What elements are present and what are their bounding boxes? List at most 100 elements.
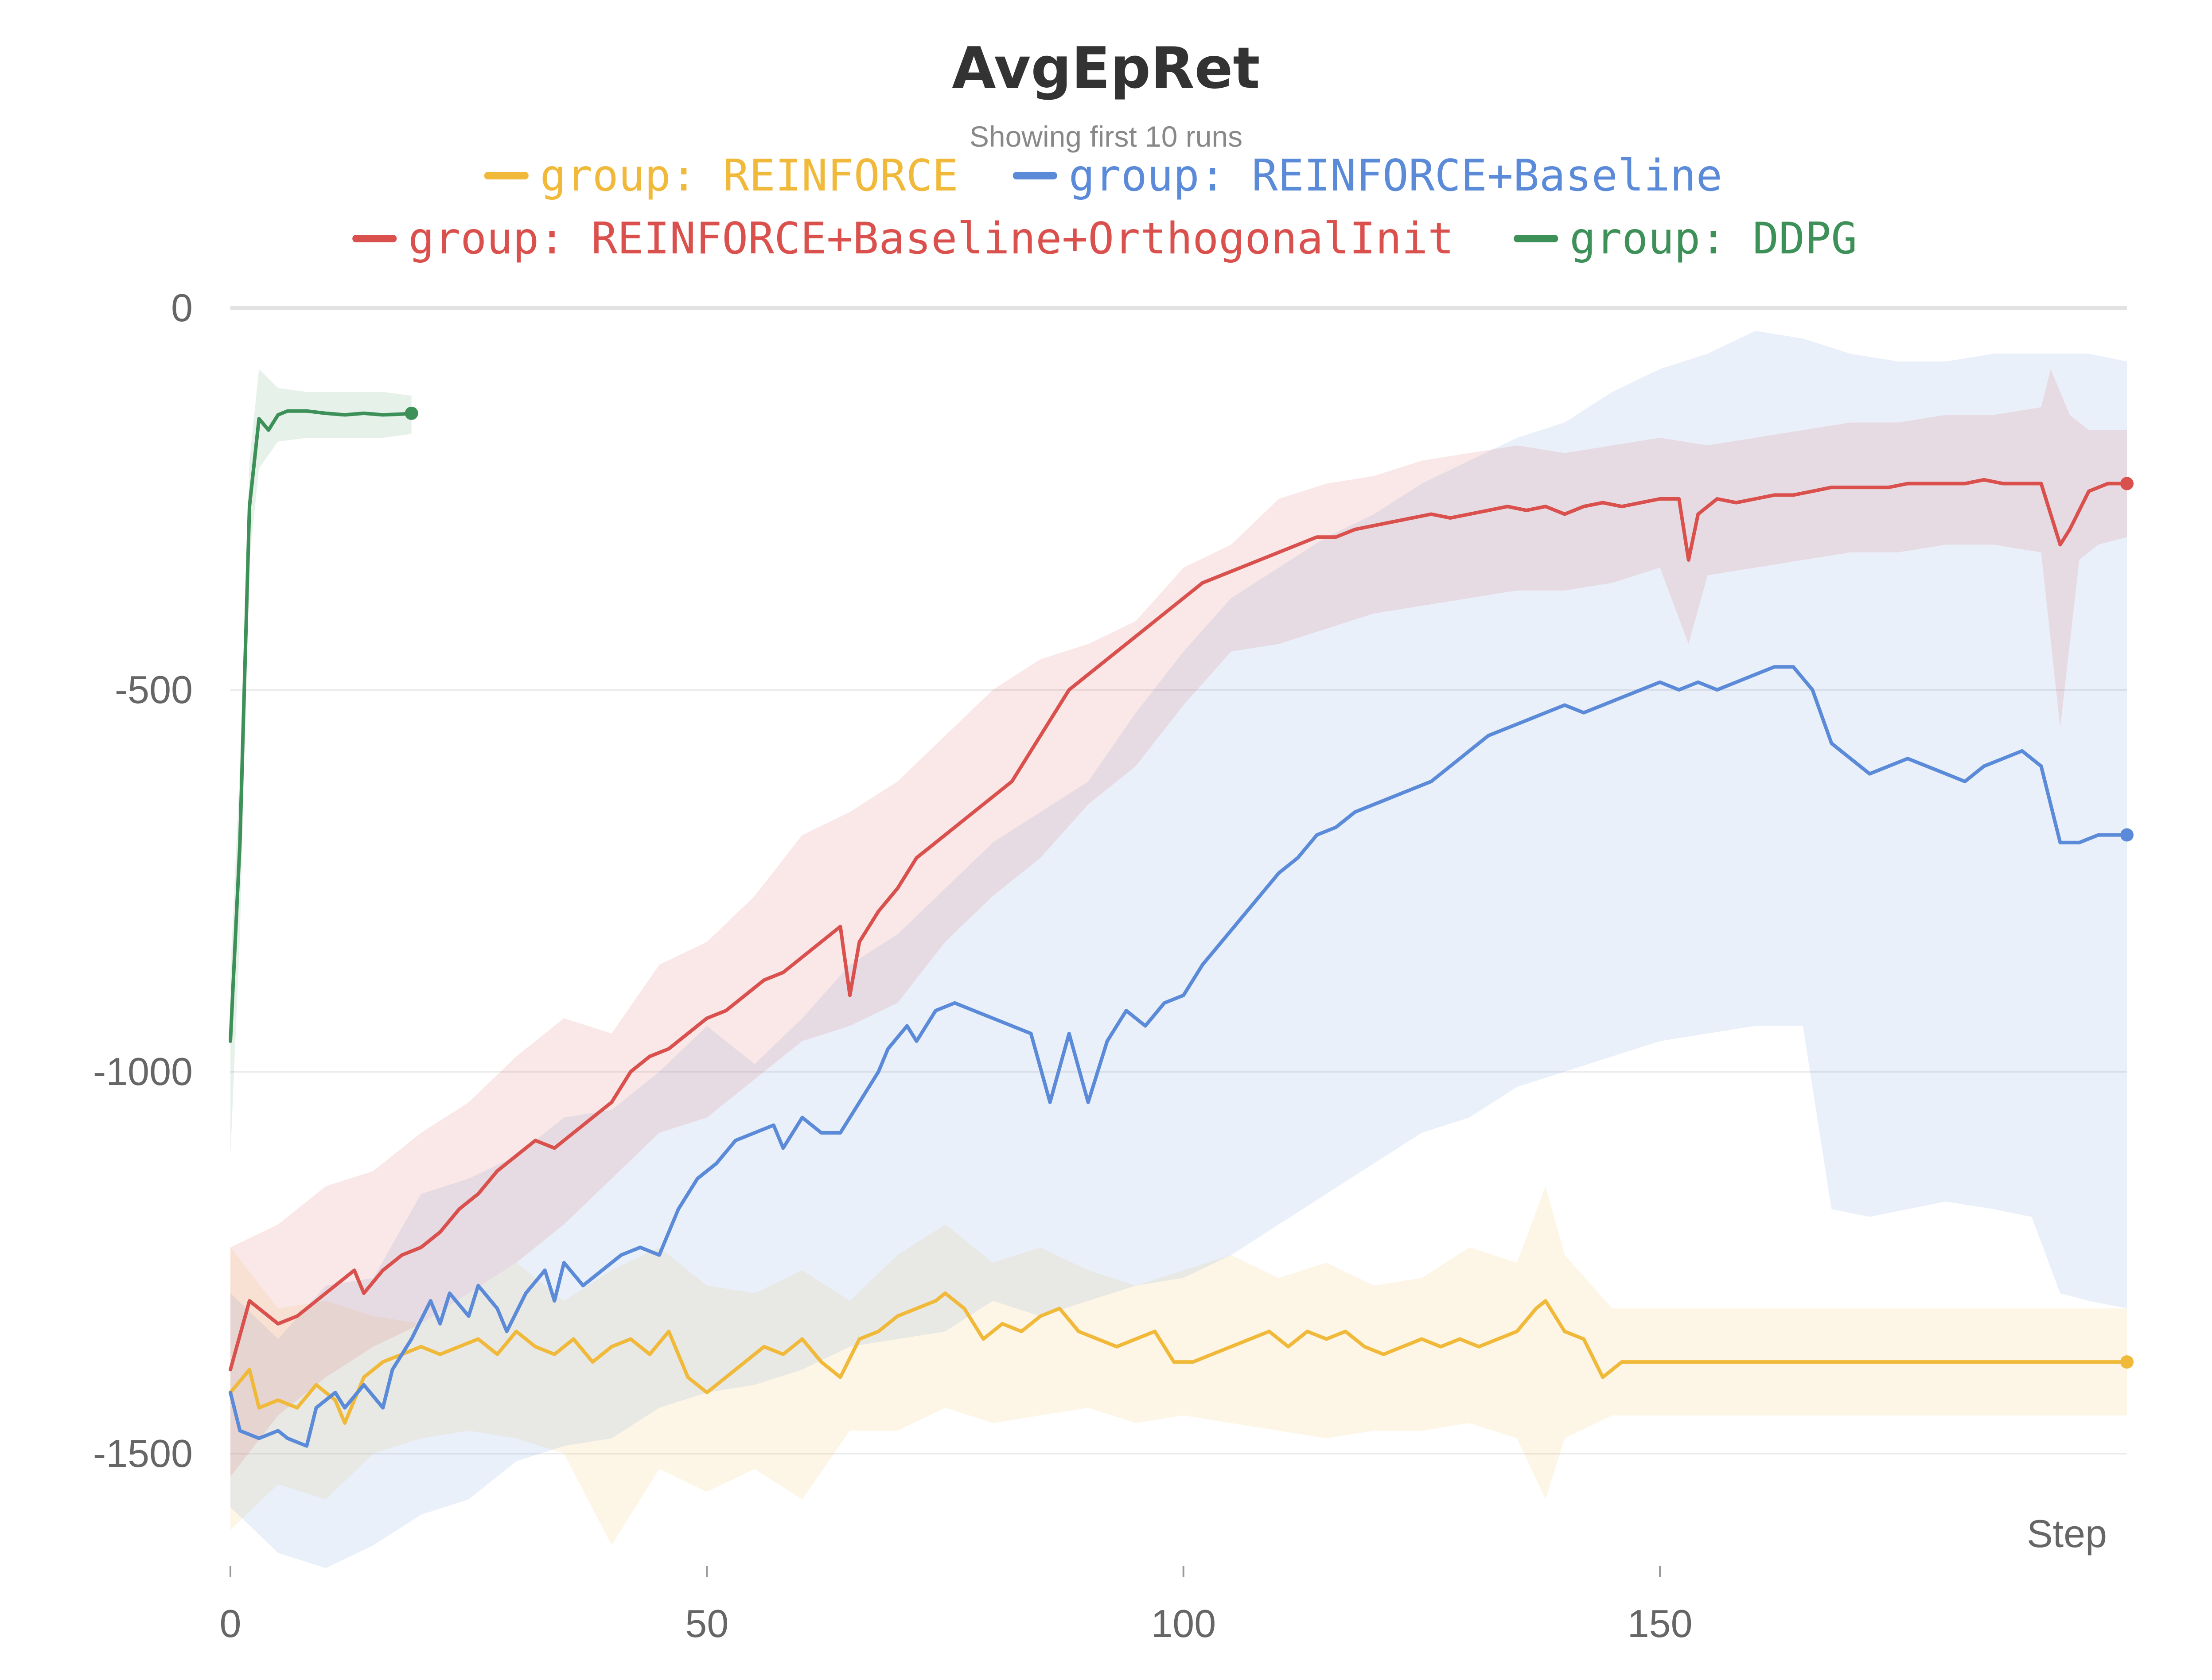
- data-point: [973, 811, 975, 813]
- data-point: [477, 1285, 479, 1287]
- data-point: [839, 926, 841, 927]
- data-point: [325, 412, 327, 414]
- data-point: [296, 1407, 298, 1409]
- data-point: [878, 1330, 880, 1332]
- data-point: [1716, 498, 1718, 500]
- data-point: [249, 1369, 250, 1370]
- data-point: [287, 410, 288, 412]
- data-point: [1678, 689, 1680, 691]
- data-point: [2116, 834, 2118, 836]
- data-point: [1049, 1101, 1051, 1103]
- legend-swatch: [352, 235, 397, 242]
- data-point: [1564, 704, 1566, 706]
- data-point: [2088, 490, 2090, 492]
- data-point: [849, 995, 851, 996]
- data-point: [1068, 689, 1070, 691]
- data-point: [1850, 1361, 1851, 1363]
- series-line: [229, 409, 413, 1043]
- data-point: [230, 1392, 231, 1393]
- series-line: [229, 478, 2129, 1372]
- data-point: [2040, 483, 2042, 485]
- data-point: [1259, 895, 1261, 897]
- data-point: [2097, 834, 2099, 836]
- data-point: [1278, 872, 1280, 874]
- data-point: [1382, 1353, 1384, 1355]
- data-point: [2078, 842, 2080, 844]
- data-point: [1087, 1101, 1089, 1103]
- data-point: [401, 1254, 403, 1256]
- data-point: [1211, 1353, 1213, 1355]
- data-point: [1830, 743, 1832, 744]
- data-point: [820, 1132, 822, 1134]
- data-point: [1516, 1330, 1518, 1332]
- data-point: [1335, 536, 1337, 538]
- chart-title: AvgEpRet: [952, 35, 1260, 101]
- data-point: [906, 1025, 908, 1027]
- data-point: [392, 1369, 393, 1370]
- data-point: [725, 1377, 727, 1378]
- legend-label: group: REINFORCE: [540, 151, 958, 201]
- data-point: [1173, 1361, 1175, 1363]
- data-point: [1068, 1033, 1070, 1034]
- data-point: [2040, 1361, 2042, 1363]
- data-point: [2021, 483, 2023, 485]
- data-point: [1983, 479, 1985, 481]
- data-point: [1535, 1307, 1537, 1309]
- data-point: [1259, 559, 1261, 561]
- data-point: [801, 956, 803, 958]
- data-point: [1754, 674, 1756, 676]
- data-point: [1583, 506, 1585, 507]
- data-point: [706, 1392, 708, 1393]
- data-point: [315, 1384, 317, 1386]
- data-point: [782, 972, 784, 973]
- data-point: [1564, 513, 1566, 515]
- data-point: [1488, 735, 1489, 736]
- data-point: [1907, 758, 1908, 759]
- data-point: [277, 1323, 279, 1325]
- data-point: [1059, 1307, 1060, 1309]
- x-axis-label: Step: [2027, 1512, 2107, 1556]
- data-point: [354, 1269, 355, 1271]
- data-point: [277, 1430, 279, 1431]
- data-point: [1907, 483, 1908, 485]
- data-point: [687, 1033, 689, 1034]
- data-point: [1202, 582, 1203, 584]
- data-point: [1011, 781, 1013, 782]
- data-point: [1945, 1361, 1947, 1363]
- legend-label: group: REINFORCE+Baseline: [1069, 151, 1722, 201]
- data-point: [553, 1300, 555, 1302]
- data-point: [496, 1353, 498, 1355]
- data-point: [344, 1422, 346, 1424]
- data-point: [449, 1292, 451, 1294]
- data-point: [1040, 1315, 1041, 1317]
- data-point: [2059, 842, 2061, 844]
- data-point: [1850, 486, 1851, 488]
- data-point: [1697, 513, 1699, 515]
- data-point: [1497, 1338, 1499, 1340]
- data-point: [1602, 1377, 1604, 1378]
- data-point: [515, 1155, 517, 1157]
- data-point: [954, 826, 956, 828]
- data-point: [439, 1323, 441, 1325]
- data-point: [1583, 712, 1585, 714]
- data-point: [1545, 712, 1546, 714]
- data-point: [1659, 681, 1661, 683]
- data-point: [1011, 1025, 1013, 1027]
- data-point: [2040, 765, 2042, 767]
- data-point: [249, 1300, 250, 1302]
- data-point: [1811, 490, 1813, 492]
- data-point: [1354, 811, 1356, 813]
- data-point: [1468, 513, 1470, 515]
- data-point: [2002, 758, 2004, 759]
- data-point: [1459, 1338, 1460, 1340]
- data-point: [773, 1124, 775, 1126]
- data-point: [1945, 483, 1947, 485]
- data-point: [268, 429, 269, 431]
- data-point: [735, 1139, 736, 1141]
- data-point: [230, 1040, 231, 1042]
- data-point: [1202, 964, 1203, 966]
- data-point: [1116, 1346, 1118, 1348]
- data-point: [239, 842, 241, 844]
- x-tick-label: 50: [685, 1602, 728, 1645]
- data-point: [1087, 674, 1089, 676]
